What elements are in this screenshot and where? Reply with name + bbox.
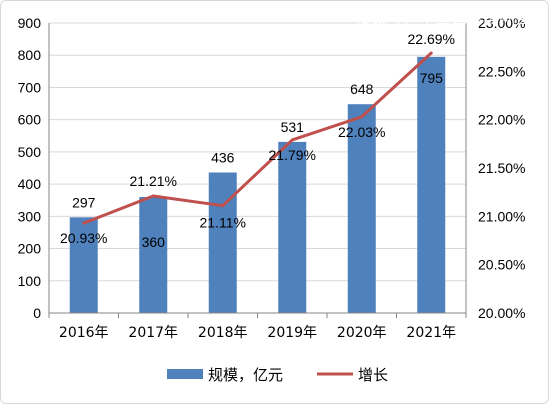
legend: 规模，亿元 增长: [167, 366, 388, 384]
y-left-tick-label: 300: [18, 208, 42, 224]
gridlines: [49, 22, 466, 282]
growth-line: [83, 51, 433, 225]
legend-label-bar: 规模，亿元: [208, 366, 283, 384]
x-tick-label: 2016年: [59, 325, 109, 341]
growth-point: [360, 115, 364, 119]
legend-label-line: 增长: [358, 366, 388, 384]
watermark-text: 搜狐号@中金企信国际咨询: [355, 8, 547, 27]
growth-point: [82, 221, 86, 225]
y-left-tick-label: 800: [18, 47, 42, 63]
growth-value-label: 22.69%: [408, 31, 455, 47]
bar-value-label: 436: [211, 150, 235, 166]
y-right-tick-label: 20.00%: [478, 305, 525, 321]
bar: [139, 197, 168, 313]
growth-point: [151, 194, 155, 198]
bar-value-label: 648: [350, 81, 374, 97]
bar-series: [69, 56, 446, 313]
bar-value-label: 795: [420, 70, 444, 86]
y-right-tick-label: 22.00%: [478, 112, 525, 128]
growth-value-label: 21.21%: [130, 173, 177, 189]
bar: [347, 104, 376, 313]
y-left-tick-label: 500: [18, 144, 42, 160]
y-right-tick-label: 23.00%: [478, 15, 525, 31]
y-left-tick-label: 900: [18, 15, 42, 31]
axes: 0 100 200 300 400 500 600 700 800 900 20.00% 20.50%…: [18, 15, 526, 341]
y-right-tick-label: 21.00%: [478, 208, 525, 224]
bar: [208, 172, 237, 313]
bar: [69, 217, 98, 313]
growth-point: [290, 138, 294, 142]
bar: [417, 56, 446, 313]
x-tick-label: 2017年: [128, 325, 178, 341]
x-tick-label: 2018年: [198, 325, 248, 341]
y-right-tick-label: 22.50%: [478, 63, 525, 79]
y-left-tick-label: 100: [18, 273, 42, 289]
x-tick-label: 2020年: [337, 325, 387, 341]
y-left-tick-label: 700: [18, 79, 42, 95]
data-labels: 297 360 436 531 648 795 20.93% 21.21% 21.11% 21.7…: [60, 31, 455, 250]
growth-value-label: 21.11%: [200, 215, 246, 231]
y-left-tick-label: 0: [33, 305, 41, 321]
x-tick-label: 2021年: [406, 325, 456, 341]
growth-point: [221, 204, 225, 208]
y-left-tick-label: 200: [18, 241, 42, 257]
bar-value-label: 360: [142, 234, 166, 250]
y-right-tick-label: 21.50%: [478, 160, 525, 176]
x-tick-label: 2019年: [267, 325, 317, 341]
growth-point: [429, 51, 433, 55]
y-left-tick-label: 400: [18, 176, 42, 192]
line-series: [82, 51, 433, 225]
y-left-tick-label: 600: [18, 112, 42, 128]
bar: [278, 141, 307, 313]
y-right-tick-label: 20.50%: [478, 257, 525, 273]
bar-value-label: 297: [72, 194, 96, 210]
bar-value-label: 531: [281, 119, 305, 135]
growth-value-label: 22.03%: [338, 124, 385, 140]
growth-value-label: 21.79%: [269, 147, 316, 163]
growth-value-label: 20.93%: [60, 230, 107, 246]
legend-swatch-bar: [167, 369, 203, 379]
